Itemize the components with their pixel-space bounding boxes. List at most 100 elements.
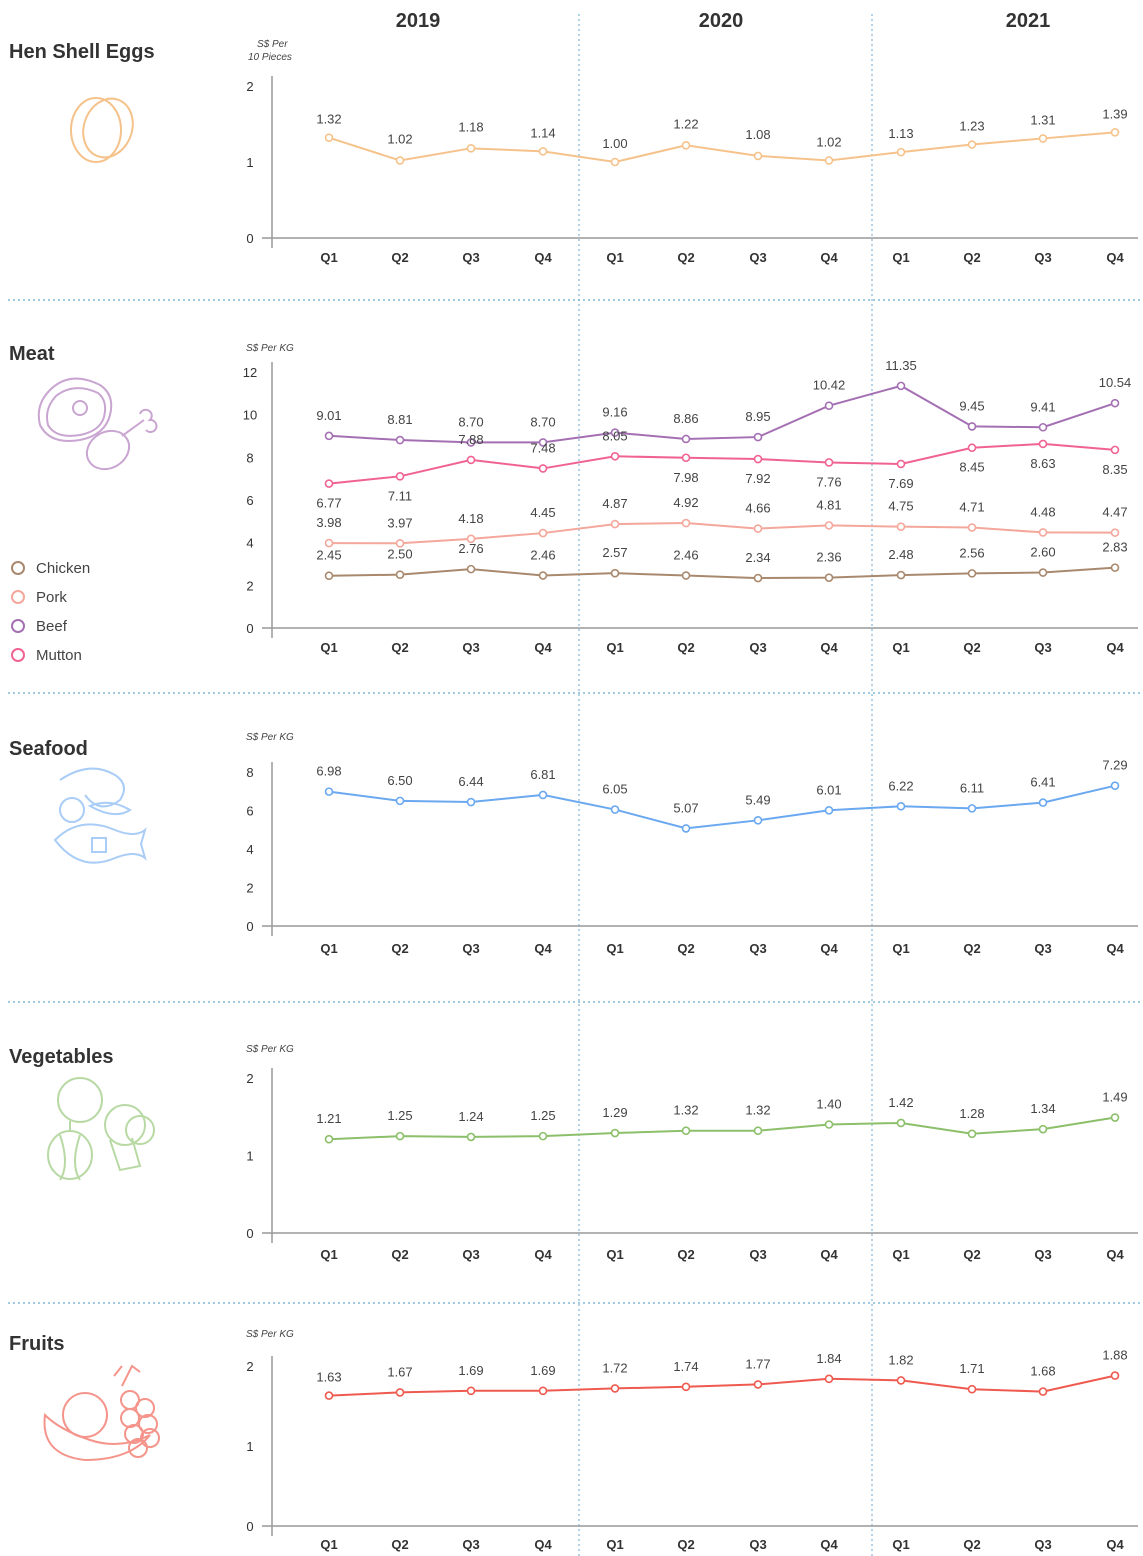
y-tick-label: 0 [246, 621, 253, 636]
x-tick-label: Q2 [963, 941, 980, 956]
data-label-eggs: 1.32 [316, 112, 341, 127]
data-point-vegetables [967, 1129, 977, 1139]
y-tick-label: 1 [246, 155, 253, 170]
panel-title: Meat [9, 343, 55, 365]
data-point-vegetables [324, 1134, 334, 1144]
data-point-seafood [967, 804, 977, 813]
data-point-mutton [753, 454, 763, 464]
data-label-fruits: 1.67 [387, 1364, 412, 1379]
panel-title: Fruits [9, 1333, 65, 1355]
data-point-seafood [466, 797, 476, 807]
data-label-mutton: 6.77 [316, 496, 341, 511]
chart-panel-vegetables: Vegetables S$ Per KG 0 1 2 Q1 Q2 Q3 Q4 Q1 Q2 Q3 Q4 Q1… [9, 1044, 1138, 1262]
y-tick-label: 0 [246, 1226, 253, 1241]
data-label-vegetables: 1.28 [959, 1106, 984, 1121]
data-point-chicken [610, 568, 620, 578]
data-label-pork: 4.47 [1102, 505, 1127, 520]
x-tick-label: Q2 [963, 640, 980, 655]
y-tick-label: 2 [246, 578, 253, 593]
data-label-vegetables: 1.34 [1030, 1101, 1055, 1116]
data-label-beef: 9.41 [1030, 399, 1055, 414]
data-point-eggs [466, 144, 476, 153]
data-point-fruits [896, 1376, 906, 1385]
unit-label: S$ Per KG [246, 343, 294, 354]
data-label-fruits: 1.71 [959, 1361, 984, 1376]
x-tick-label: Q1 [320, 640, 337, 655]
data-point-fruits [395, 1388, 405, 1397]
x-tick-label: Q1 [892, 640, 909, 655]
data-label-mutton: 7.11 [388, 488, 412, 503]
x-tick-label: Q1 [892, 941, 909, 956]
year-label: 2019 [396, 10, 441, 32]
data-label-mutton: 7.92 [745, 471, 770, 486]
x-tick-label: Q4 [534, 250, 552, 265]
x-tick-label: Q1 [320, 1537, 337, 1552]
data-label-vegetables: 1.21 [316, 1111, 341, 1126]
x-tick-label: Q4 [820, 250, 838, 265]
chart-panel-eggs: Hen Shell Eggs S$ Per 10 Pieces 0 1 2 Q1 Q2 Q3 Q4… [9, 39, 1138, 265]
x-tick-label: Q2 [677, 250, 694, 265]
data-point-chicken [538, 571, 548, 580]
y-tick-label: 6 [246, 804, 253, 819]
data-point-fruits [1038, 1387, 1048, 1396]
data-label-mutton: 8.63 [1030, 456, 1055, 471]
x-tick-label: Q4 [820, 941, 838, 956]
data-label-vegetables: 1.25 [387, 1108, 412, 1123]
x-tick-label: Q3 [462, 1537, 479, 1552]
x-tick-label: Q2 [391, 1537, 408, 1552]
data-label-mutton: 7.69 [888, 476, 913, 491]
data-label-beef: 11.35 [885, 358, 917, 373]
data-label-mutton: 7.76 [816, 474, 841, 489]
data-point-chicken [967, 569, 977, 578]
data-label-mutton: 7.88 [458, 432, 483, 447]
data-label-pork: 4.18 [458, 511, 483, 526]
data-label-fruits: 1.77 [745, 1356, 770, 1371]
data-label-vegetables: 1.32 [673, 1103, 698, 1118]
y-tick-label: 4 [246, 536, 253, 551]
x-tick-label: Q1 [892, 1247, 909, 1262]
data-point-seafood [1038, 798, 1048, 807]
x-tick-label: Q2 [963, 250, 980, 265]
x-tick-label: Q4 [820, 640, 838, 655]
data-point-seafood [753, 816, 763, 825]
x-tick-label: Q4 [1106, 250, 1124, 265]
data-label-eggs: 1.22 [673, 116, 698, 131]
data-point-beef [1110, 398, 1120, 408]
series-line-vegetables [328, 1116, 1116, 1141]
data-point-eggs [753, 151, 763, 161]
x-tick-label: Q1 [892, 250, 909, 265]
x-tick-label: Q2 [391, 941, 408, 956]
data-label-chicken: 2.46 [530, 548, 555, 563]
data-point-fruits [681, 1382, 691, 1392]
data-point-seafood [538, 790, 548, 800]
data-label-beef: 8.81 [387, 412, 412, 427]
data-label-eggs: 1.08 [745, 127, 770, 142]
data-point-mutton [681, 453, 691, 463]
data-point-mutton [824, 458, 834, 467]
x-tick-label: Q1 [320, 1247, 337, 1262]
y-tick-label: 2 [246, 79, 253, 94]
data-label-seafood: 6.22 [888, 778, 913, 793]
unit-label: S$ Per KG [246, 1329, 294, 1340]
x-tick-label: Q3 [1034, 1537, 1051, 1552]
x-tick-label: Q4 [1106, 640, 1124, 655]
x-tick-label: Q4 [534, 1537, 552, 1552]
data-point-pork [1110, 528, 1120, 537]
x-tick-label: Q1 [320, 250, 337, 265]
data-label-chicken: 2.60 [1030, 545, 1055, 560]
data-label-fruits: 1.82 [888, 1352, 913, 1367]
data-point-vegetables [824, 1120, 834, 1129]
data-point-chicken [824, 573, 834, 582]
data-label-beef: 10.54 [1099, 375, 1132, 390]
panel-title: Vegetables [9, 1046, 114, 1068]
x-tick-label: Q1 [892, 1537, 909, 1552]
legend-marker-beef [11, 619, 25, 633]
data-point-vegetables [610, 1128, 620, 1138]
data-label-chicken: 2.46 [673, 548, 698, 563]
data-label-chicken: 2.83 [1102, 540, 1127, 555]
series-line-beef [328, 384, 1116, 444]
x-tick-label: Q3 [462, 941, 479, 956]
data-point-eggs [395, 156, 405, 165]
data-point-chicken [324, 571, 334, 581]
